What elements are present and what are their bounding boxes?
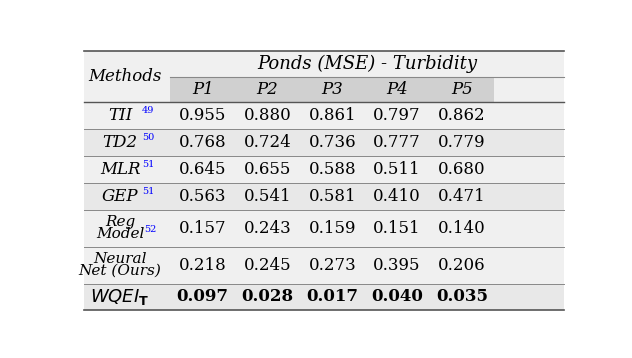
Text: Net (Ours): Net (Ours)	[79, 263, 162, 277]
Text: 0.151: 0.151	[374, 219, 421, 237]
Text: 50: 50	[142, 133, 154, 142]
Text: $\mathbf{\mathit{WQEI}}_{\mathbf{T}}$: $\mathbf{\mathit{WQEI}}_{\mathbf{T}}$	[90, 287, 150, 307]
Text: 0.541: 0.541	[244, 188, 291, 205]
Text: GEP: GEP	[102, 188, 138, 205]
Text: 0.471: 0.471	[438, 188, 486, 205]
Text: 51: 51	[142, 187, 155, 196]
Text: 0.273: 0.273	[308, 257, 356, 274]
Text: 0.588: 0.588	[308, 161, 356, 178]
Text: 0.645: 0.645	[179, 161, 226, 178]
Text: P2: P2	[257, 81, 278, 98]
Text: 0.655: 0.655	[244, 161, 291, 178]
Text: Ponds (MSE) - Turbidity: Ponds (MSE) - Turbidity	[257, 55, 477, 73]
Text: 0.862: 0.862	[438, 107, 486, 124]
Text: 0.159: 0.159	[308, 219, 356, 237]
Bar	[365, 77, 430, 102]
Text: 49: 49	[142, 106, 155, 115]
Text: 0.243: 0.243	[243, 219, 291, 237]
Text: P3: P3	[322, 81, 343, 98]
Text: 0.797: 0.797	[374, 107, 421, 124]
Text: 0.206: 0.206	[438, 257, 486, 274]
Text: 0.410: 0.410	[374, 188, 421, 205]
Text: Model: Model	[96, 227, 144, 241]
Text: 0.680: 0.680	[438, 161, 486, 178]
Text: 0.779: 0.779	[438, 134, 486, 151]
Text: 0.040: 0.040	[371, 289, 423, 305]
Bar	[84, 129, 564, 156]
Text: 0.097: 0.097	[177, 289, 229, 305]
Bar	[300, 77, 365, 102]
Text: 52: 52	[145, 226, 157, 234]
Text: 0.017: 0.017	[307, 289, 358, 305]
Text: Reg: Reg	[105, 216, 135, 229]
Text: TD2: TD2	[102, 134, 138, 151]
Text: 0.777: 0.777	[374, 134, 421, 151]
Text: P1: P1	[192, 81, 214, 98]
Text: 0.563: 0.563	[179, 188, 226, 205]
Text: 0.140: 0.140	[438, 219, 486, 237]
Text: P5: P5	[451, 81, 473, 98]
Text: 0.157: 0.157	[179, 219, 226, 237]
Text: 0.736: 0.736	[308, 134, 356, 151]
Text: 0.511: 0.511	[374, 161, 421, 178]
Text: 0.028: 0.028	[241, 289, 293, 305]
Text: 0.861: 0.861	[308, 107, 356, 124]
Bar	[235, 77, 300, 102]
Bar	[170, 77, 235, 102]
Text: 0.035: 0.035	[436, 289, 488, 305]
Text: 0.395: 0.395	[374, 257, 421, 274]
Bar	[430, 77, 494, 102]
Text: 0.955: 0.955	[179, 107, 226, 124]
Text: 0.245: 0.245	[244, 257, 291, 274]
Text: Neural: Neural	[94, 252, 147, 266]
Text: 0.218: 0.218	[179, 257, 227, 274]
Text: MLR: MLR	[100, 161, 140, 178]
Text: P4: P4	[386, 81, 408, 98]
Text: 51: 51	[142, 160, 155, 169]
Text: Methods: Methods	[88, 68, 162, 85]
Text: 0.768: 0.768	[179, 134, 226, 151]
Text: 0.724: 0.724	[243, 134, 291, 151]
Text: 0.880: 0.880	[243, 107, 291, 124]
Text: 0.581: 0.581	[308, 188, 356, 205]
Bar	[84, 284, 564, 310]
Text: TII: TII	[108, 107, 132, 124]
Bar	[84, 183, 564, 209]
